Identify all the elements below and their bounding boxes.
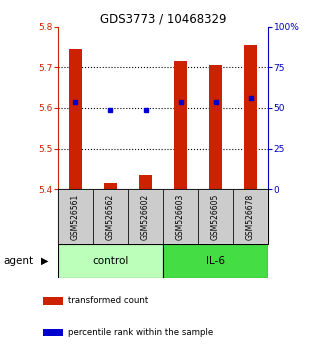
Bar (93, 189, 128, 244)
Text: GSM526562: GSM526562 (106, 194, 115, 240)
Bar (163, 244, 268, 278)
Bar (245, 45, 257, 189)
Bar (198, 189, 233, 244)
Text: control: control (92, 256, 129, 266)
Bar (104, 183, 117, 189)
Bar (43, 329, 63, 336)
Text: percentile rank within the sample: percentile rank within the sample (68, 328, 213, 337)
Text: IL-6: IL-6 (206, 256, 225, 266)
Bar (58, 189, 93, 244)
Bar (210, 65, 222, 189)
Text: GSM526602: GSM526602 (141, 194, 150, 240)
Text: ▶: ▶ (41, 256, 48, 266)
Bar (43, 297, 63, 304)
Text: GSM526678: GSM526678 (246, 194, 255, 240)
Title: GDS3773 / 10468329: GDS3773 / 10468329 (100, 12, 226, 25)
Bar (58, 244, 163, 278)
Bar (233, 189, 268, 244)
Text: GSM526561: GSM526561 (71, 194, 80, 240)
Bar (174, 61, 187, 189)
Bar (128, 189, 163, 244)
Text: GSM526605: GSM526605 (211, 194, 220, 240)
Text: transformed count: transformed count (68, 296, 148, 305)
Text: agent: agent (3, 256, 33, 266)
Text: GSM526603: GSM526603 (176, 194, 185, 240)
Bar (69, 49, 81, 189)
Bar (163, 189, 198, 244)
Bar (139, 175, 152, 189)
